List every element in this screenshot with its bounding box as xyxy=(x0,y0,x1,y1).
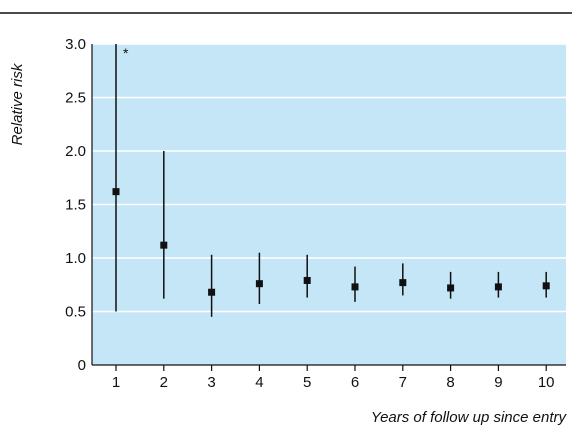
gridlines xyxy=(92,43,566,313)
estimate-marker xyxy=(255,280,263,288)
x-tick-label: 10 xyxy=(538,374,555,391)
x-tick-label: 5 xyxy=(303,374,311,391)
y-tick-label: 0 xyxy=(78,357,86,374)
x-tick-label: 2 xyxy=(160,374,168,391)
x-tick-label: 6 xyxy=(351,374,359,391)
estimate-marker xyxy=(160,241,168,249)
significance-annotation: * xyxy=(123,45,129,61)
estimate-marker xyxy=(494,283,502,291)
y-tick-label: 3.0 xyxy=(65,36,86,53)
y-tick-label: 2.0 xyxy=(65,143,86,160)
estimate-marker xyxy=(112,188,120,196)
x-tick-label: 8 xyxy=(446,374,454,391)
y-tick-label: 1.5 xyxy=(65,197,86,214)
point-estimates xyxy=(112,188,550,296)
y-tick-labels: 0 0.5 1.0 1.5 2.0 2.5 3.0 xyxy=(65,36,86,374)
y-tick-label: 0.5 xyxy=(65,304,86,321)
x-tick-label: 1 xyxy=(112,374,120,391)
y-tick-label: 1.0 xyxy=(65,250,86,267)
y-tick-label: 2.5 xyxy=(65,90,86,107)
x-tick-label: 4 xyxy=(255,374,263,391)
x-tick-label: 3 xyxy=(207,374,215,391)
x-tick-labels: 1 2 3 4 5 6 7 8 9 10 xyxy=(112,374,555,391)
estimate-marker xyxy=(351,283,359,291)
y-axis-title: Relative risk xyxy=(9,62,26,145)
x-tick-label: 7 xyxy=(399,374,407,391)
estimate-marker xyxy=(399,279,407,287)
axes xyxy=(91,44,566,371)
estimate-marker xyxy=(303,276,311,284)
estimate-marker xyxy=(542,282,550,290)
x-axis-title: Years of follow up since entry xyxy=(371,409,568,426)
estimate-marker xyxy=(208,288,216,296)
x-tick-label: 9 xyxy=(494,374,502,391)
estimate-marker xyxy=(447,284,455,292)
